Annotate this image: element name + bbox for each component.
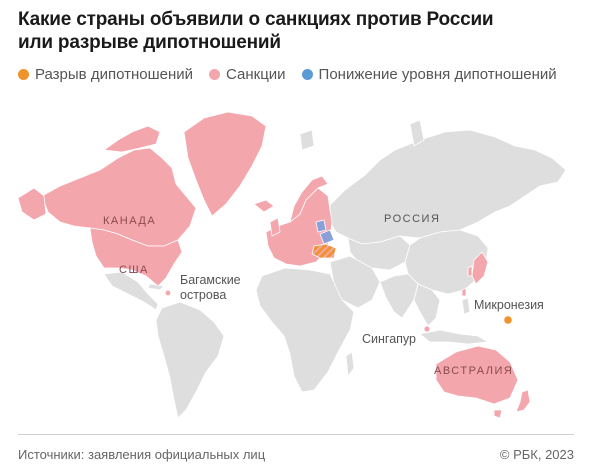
australia-shape: [435, 345, 519, 405]
india-shape: [379, 273, 419, 319]
label-singapore: Сингапур: [362, 332, 416, 346]
legend-item-sanctions: Санкции: [209, 66, 286, 83]
legend-label-break: Разрыв дипотношений: [35, 66, 193, 83]
title-line-2: или разрыве дипотношений: [18, 32, 281, 53]
novaya-zemlya-shape: [409, 119, 425, 147]
belarus-downgrade-shape: [319, 229, 335, 245]
ukraine-break-shape: [311, 243, 337, 259]
canada-islands-shape: [102, 125, 161, 153]
new-zealand-shape: [515, 389, 531, 413]
legend-label-downgrade: Понижение уровня дипотношений: [318, 66, 557, 83]
scandinavia-shape: [289, 175, 329, 224]
africa-shape: [255, 267, 355, 393]
russia-shape: [329, 129, 567, 245]
taiwan-shape: [461, 287, 467, 297]
tasmania-shape: [493, 409, 503, 419]
orange-dot-icon: [18, 69, 29, 80]
legend-item-break: Разрыв дипотношений: [18, 66, 193, 83]
greenland-shape: [183, 111, 267, 217]
label-canada: КАНАДА: [103, 215, 156, 227]
page-title: Какие страны объявили о санкциях против …: [18, 8, 578, 54]
alaska-shape: [17, 187, 47, 221]
se-asia-shape: [413, 283, 441, 327]
footer: Источники: заявления официальных лиц © Р…: [18, 434, 574, 462]
uk-shape: [269, 217, 281, 237]
south-korea-shape: [467, 265, 473, 277]
iceland-shape: [253, 199, 275, 213]
label-bahamas-2: острова: [180, 288, 226, 302]
label-micronesia: Микронезия: [474, 298, 544, 312]
bahamas-marker: [165, 290, 171, 296]
source-note: Источники: заявления официальных лиц: [18, 447, 266, 462]
philippines-shape: [461, 297, 471, 315]
indonesia-shape: [419, 329, 490, 345]
copyright: © РБК, 2023: [499, 447, 574, 462]
label-australia: АВСТРАЛИЯ: [434, 365, 513, 377]
svalbard-shape: [299, 129, 315, 151]
label-usa: США: [119, 264, 149, 276]
label-russia: РОССИЯ: [384, 213, 440, 225]
title-line-1: Какие страны объявили о санкциях против …: [18, 9, 494, 30]
legend-item-downgrade: Понижение уровня дипотношений: [301, 66, 557, 83]
cuba-shape: [147, 283, 165, 291]
madagascar-shape: [345, 351, 355, 378]
land-neutral: [103, 119, 567, 419]
world-map: КАНАДА США РОССИЯ АВСТРАЛИЯ Багамские ос…: [0, 96, 590, 426]
blue-dot-icon: [301, 69, 313, 80]
south-america-shape: [155, 301, 225, 419]
micronesia-marker: [504, 316, 512, 324]
baltics-downgrade-shape: [315, 219, 327, 233]
pink-dot-icon: [209, 69, 220, 80]
label-bahamas-1: Багамские: [180, 273, 241, 287]
usa-shape: [89, 227, 183, 287]
legend: Разрыв дипотношений Санкции Понижение ур…: [18, 66, 588, 83]
singapore-marker: [424, 326, 430, 332]
legend-label-sanctions: Санкции: [226, 66, 286, 83]
canada-shape: [41, 147, 197, 247]
central-america-shape: [103, 271, 159, 311]
land-sanctions: [17, 111, 531, 419]
